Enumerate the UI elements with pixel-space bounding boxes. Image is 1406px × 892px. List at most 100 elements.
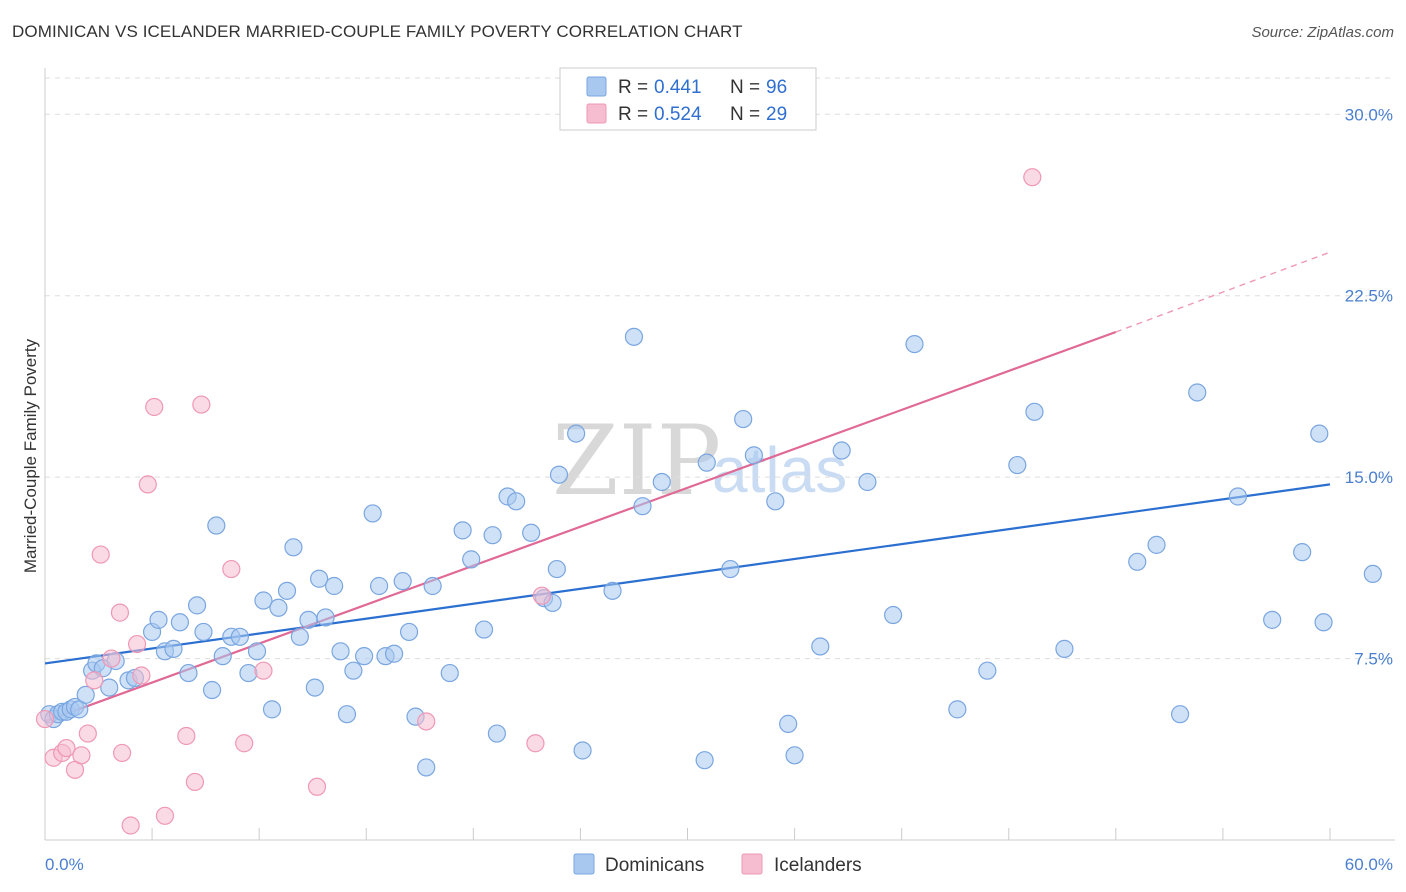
point-dominicans-66 — [547, 559, 566, 579]
point-icelanders-8 — [91, 545, 110, 564]
point-icelanders-20 — [192, 395, 211, 414]
point-dominicans-85 — [883, 605, 903, 625]
point-icelanders-27 — [532, 586, 551, 605]
point-icelanders-11 — [112, 743, 132, 763]
point-dominicans-70 — [603, 581, 622, 600]
legend-n-label-dominicans: N = — [730, 77, 760, 98]
point-dominicans-12 — [100, 678, 119, 697]
legend-n-value-dominicans: 96 — [766, 77, 787, 98]
series-icelanders — [35, 168, 1042, 835]
trend-line-dominicans — [44, 483, 1331, 665]
point-dominicans-82 — [811, 637, 830, 656]
point-dominicans-8 — [76, 685, 95, 704]
point-dominicans-91 — [1055, 639, 1074, 658]
point-icelanders-7 — [85, 671, 104, 690]
point-dominicans-93 — [1147, 535, 1166, 554]
point-icelanders-3 — [57, 738, 76, 758]
point-dominicans-92 — [1128, 552, 1147, 571]
point-dominicans-39 — [310, 569, 329, 588]
point-icelanders-23 — [254, 661, 273, 680]
point-dominicans-63 — [522, 523, 541, 542]
point-dominicans-33 — [269, 598, 288, 617]
point-dominicans-55 — [440, 663, 459, 683]
point-dominicans-44 — [344, 661, 363, 680]
point-dominicans-101 — [1363, 564, 1382, 584]
point-dominicans-54 — [423, 576, 442, 596]
point-dominicans-81 — [785, 746, 804, 765]
point-dominicans-100 — [1314, 613, 1333, 632]
point-dominicans-75 — [697, 453, 716, 472]
point-dominicans-43 — [337, 705, 357, 724]
trend-lines — [44, 251, 1331, 723]
point-dominicans-20 — [170, 613, 190, 632]
watermark-zip: ZIP — [552, 405, 721, 517]
point-dominicans-72 — [633, 497, 652, 516]
point-dominicans-96 — [1228, 487, 1248, 506]
point-dominicans-89 — [1008, 455, 1027, 475]
point-dominicans-23 — [194, 622, 213, 642]
point-dominicans-87 — [948, 700, 967, 719]
point-dominicans-50 — [393, 572, 412, 591]
point-icelanders-14 — [132, 666, 151, 685]
point-icelanders-12 — [121, 816, 140, 835]
point-dominicans-19 — [164, 639, 183, 658]
point-dominicans-76 — [721, 559, 740, 579]
point-icelanders-26 — [526, 734, 545, 753]
data-points — [35, 168, 1382, 835]
point-dominicans-17 — [149, 610, 168, 629]
point-dominicans-25 — [207, 516, 226, 535]
point-icelanders-13 — [127, 634, 147, 654]
y-axis-label: Married-Couple Family Poverty — [21, 338, 40, 573]
point-dominicans-30 — [247, 642, 267, 661]
point-dominicans-62 — [507, 492, 526, 511]
point-dominicans-36 — [290, 627, 309, 646]
bottom-legend-label-icelanders: Icelanders — [774, 855, 862, 876]
legend-n-value-icelanders: 29 — [766, 104, 787, 125]
point-dominicans-46 — [363, 504, 382, 523]
point-dominicans-53 — [417, 758, 436, 777]
point-dominicans-80 — [779, 714, 798, 733]
legend-r-label-dominicans: R = — [618, 77, 648, 98]
point-dominicans-90 — [1025, 402, 1044, 421]
legend-swatch-dominicans — [586, 76, 607, 97]
point-icelanders-25 — [417, 712, 436, 731]
point-dominicans-69 — [573, 741, 592, 760]
point-dominicans-71 — [624, 327, 644, 346]
point-dominicans-40 — [316, 608, 335, 627]
point-dominicans-78 — [744, 446, 763, 465]
point-icelanders-5 — [72, 746, 91, 765]
point-dominicans-28 — [230, 627, 249, 646]
point-dominicans-38 — [305, 678, 324, 697]
point-dominicans-98 — [1293, 543, 1312, 562]
y-tick-label-3: 30.0% — [1345, 105, 1393, 124]
point-dominicans-42 — [331, 642, 350, 661]
point-dominicans-21 — [179, 663, 198, 683]
point-dominicans-26 — [213, 647, 232, 666]
tick-labels: 7.5% 15.0% 22.5% 30.0% 0.0% 60.0% — [45, 105, 1393, 874]
point-dominicans-41 — [325, 576, 344, 596]
legend-r-value-dominicans: 0.441 — [654, 77, 702, 98]
point-dominicans-45 — [355, 647, 374, 666]
bottom-legend-label-dominicans: Dominicans — [605, 855, 704, 876]
point-dominicans-29 — [239, 663, 258, 683]
point-dominicans-58 — [474, 620, 494, 639]
point-dominicans-22 — [187, 596, 207, 615]
bottom-legend-swatch-dominicans — [573, 853, 595, 875]
point-dominicans-79 — [766, 492, 785, 511]
point-icelanders-21 — [222, 559, 241, 579]
bottom-legend-swatch-icelanders — [741, 853, 763, 875]
point-dominicans-49 — [384, 644, 404, 663]
point-icelanders-17 — [155, 806, 175, 825]
point-dominicans-74 — [695, 751, 714, 770]
legend-swatch-icelanders — [586, 103, 607, 124]
point-dominicans-83 — [832, 441, 851, 460]
point-dominicans-73 — [652, 472, 671, 492]
y-tick-label-1: 15.0% — [1345, 468, 1393, 487]
legend-r-label-icelanders: R = — [618, 104, 648, 125]
point-dominicans-60 — [487, 724, 506, 743]
legend-box: R = 0.441 N = 96 R = 0.524 N = 29 — [559, 67, 817, 131]
point-icelanders-24 — [307, 777, 327, 796]
point-dominicans-94 — [1170, 705, 1190, 724]
point-dominicans-51 — [399, 622, 419, 642]
